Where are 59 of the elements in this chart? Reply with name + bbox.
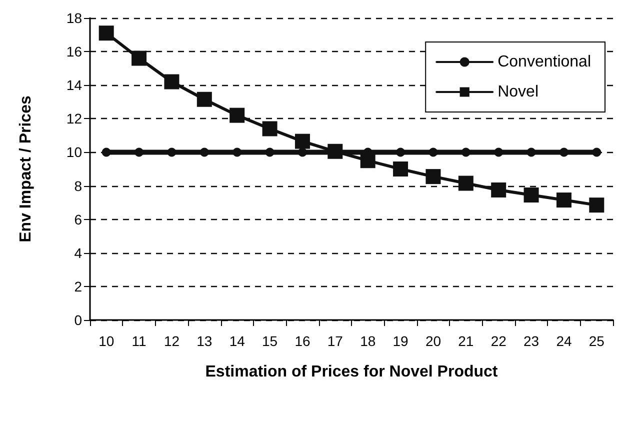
y-tick-label: 18 [66,10,82,26]
x-tick-label: 10 [98,333,114,349]
x-tick-label: 22 [490,333,507,349]
point [230,108,245,123]
x-tick-label: 20 [425,333,442,349]
x-tick-label: 21 [458,333,474,349]
x-tick-label: 19 [392,333,409,349]
x-tick-label: 14 [229,333,246,349]
point [265,148,274,157]
point [589,198,604,213]
point [428,148,438,157]
point [494,148,504,157]
point [491,182,506,198]
x-tick-label: 11 [132,333,147,349]
x-tick-label: 23 [523,333,540,349]
point [592,148,602,157]
y-axis-title: Env Impact / Prices [18,96,34,242]
point [294,134,310,149]
point [360,153,376,168]
point [164,74,180,90]
x-axis-title: Estimation of Prices for Novel Product [205,364,498,380]
point [262,121,278,136]
y-tick-label: 8 [74,178,82,194]
x-tick-label: 25 [588,333,605,349]
legend-label: Novel [498,84,539,100]
x-tick-label: 13 [196,333,212,349]
y-tick-label: 14 [66,77,82,94]
x-tick-label: 18 [360,333,376,349]
y-tick-label: 10 [66,144,82,160]
y-tick-label: 2 [74,278,82,294]
point [98,26,114,41]
point [393,162,408,176]
y-tick-label: 6 [74,211,82,228]
point [526,148,536,157]
y-tick-label: 0 [74,312,82,328]
point [461,148,470,157]
point [167,148,176,157]
point [328,144,343,159]
point [132,50,147,66]
point [134,148,144,157]
x-tick-label: 15 [262,333,278,349]
legend-label: Conventional [498,54,592,70]
x-tick-label: 16 [294,333,310,349]
point [102,148,111,157]
x-tick-label: 24 [556,333,572,349]
point [524,188,539,203]
y-tick-label: 12 [66,110,82,127]
point [196,92,212,107]
point [426,169,441,184]
point [556,192,572,208]
x-tick-label: 17 [327,333,344,349]
point [458,176,474,191]
point [396,148,406,157]
point [200,148,209,157]
point [232,148,242,157]
point [559,148,568,157]
x-tick-label: 12 [164,333,180,349]
y-tick-label: 16 [66,44,82,60]
y-tick-label: 4 [74,244,82,261]
